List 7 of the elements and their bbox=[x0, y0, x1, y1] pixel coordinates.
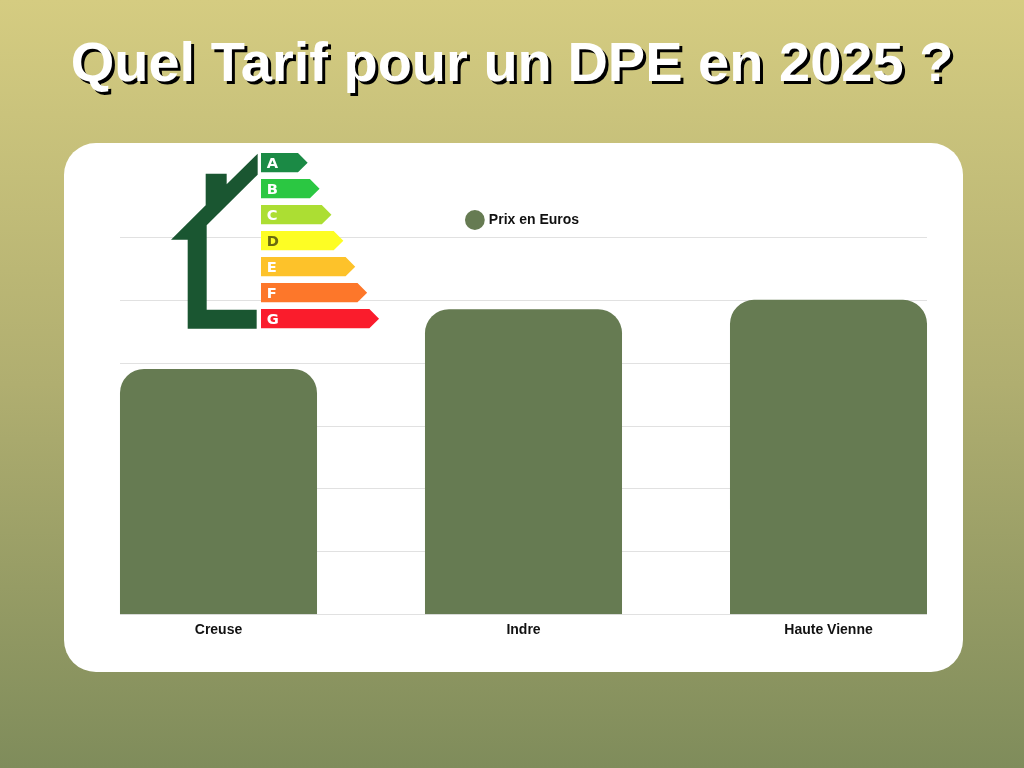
x-tick-label: Creuse bbox=[194, 621, 243, 638]
annotation: G bbox=[266, 309, 279, 327]
x-tick-label: Indre bbox=[506, 621, 541, 638]
legend-label: Prix en Euros bbox=[488, 210, 580, 227]
chart-title: Quel Tarif pour un DPE en 2025 ? bbox=[69, 29, 955, 95]
annotation: F bbox=[266, 283, 277, 301]
x-tick-label: Haute Vienne bbox=[784, 621, 873, 638]
